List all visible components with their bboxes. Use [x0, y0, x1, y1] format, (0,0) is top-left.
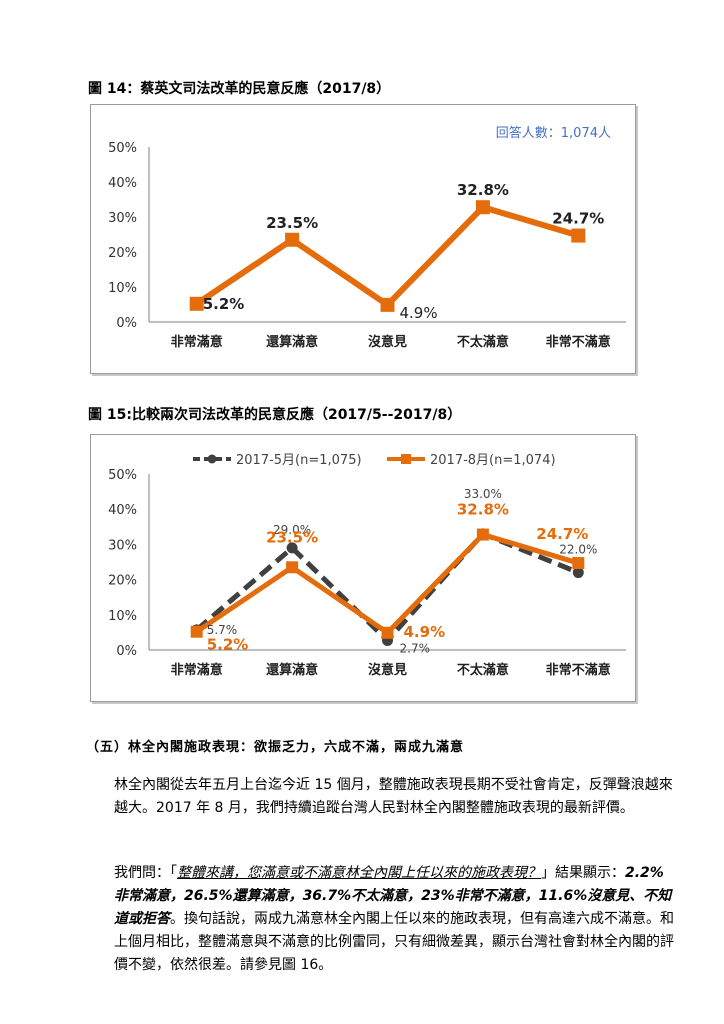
- x-tick-label: 還算滿意: [266, 334, 318, 350]
- data-point-2017-5: [286, 542, 298, 554]
- x-tick-label: 非常滿意: [171, 334, 223, 350]
- data-label-2017-8: 23.5%: [266, 528, 318, 546]
- legend-marker-2017-8: [401, 454, 411, 464]
- y-tick-label: 20%: [108, 246, 137, 261]
- data-label-2017-5: 2.7%: [400, 641, 431, 655]
- survey-results: 2.2%非常滿意，26.5%還算滿意，36.7%不太滿意，23%非常不滿意，11…: [114, 865, 672, 927]
- data-point-2017-8: [476, 528, 489, 541]
- respondent-count-note: 回答人數：1,074人: [496, 125, 611, 141]
- data-label-2017-5: 5.7%: [207, 623, 238, 637]
- paragraph-2-conclusion: 。換句話說，兩成九滿意林全內閣上任以來的施政表現，但有高達六成不滿意。和上個月相…: [114, 911, 674, 973]
- y-tick-label: 40%: [108, 503, 137, 518]
- figure-15-svg: 0% 10% 20% 30% 40% 50% 非常滿意 還算滿意 沒意見 不太滿意 非常不滿意 201…: [108, 453, 626, 678]
- x-tick-label: 非常不滿意: [546, 334, 611, 350]
- paragraph-1: 林全內閣從去年五月上台迄今近 15 個月，整體施政表現長期不受社會肯定，反彈聲浪…: [114, 777, 673, 816]
- y-tick-label: 30%: [108, 538, 137, 553]
- survey-question: 整體來講，您滿意或不滿意林全內閣上任以來的施政表現？: [177, 865, 541, 881]
- data-label-2017-8: 24.7%: [536, 525, 588, 543]
- data-label-2017-5: 33.0%: [464, 487, 502, 501]
- data-label-2017-8: 4.9%: [404, 623, 446, 641]
- figure-15-caption: 圖 15:比較兩次司法改革的民意反應（2017/5--2017/8）: [88, 407, 462, 423]
- data-point-2017-8: [286, 561, 299, 574]
- y-tick-label: 30%: [108, 211, 137, 226]
- data-point-2017-8: [190, 625, 203, 638]
- data-label-2017-8: 32.8%: [457, 501, 509, 519]
- legend-label-2017-5: 2017-5月(n=1,075): [236, 453, 362, 468]
- data-point: [571, 228, 586, 243]
- figure-14-svg: 0% 10% 20% 30% 40% 50% 非常滿意 還算滿意 沒意見 不太滿意 非常不滿意 回答人…: [108, 125, 626, 350]
- y-tick-label: 50%: [108, 468, 137, 483]
- series-line-2017-5: [195, 530, 580, 645]
- paragraph-2-lead: 我們問：「: [114, 865, 177, 881]
- x-tick-label: 不太滿意: [457, 334, 509, 350]
- data-point: [380, 297, 395, 312]
- legend-label-2017-8: 2017-8月(n=1,074): [430, 453, 556, 468]
- data-point: [285, 232, 300, 247]
- data-label: 5.2%: [203, 295, 245, 313]
- data-label-2017-5: 22.0%: [559, 543, 597, 557]
- y-tick-label: 50%: [108, 141, 137, 156]
- data-label: 4.9%: [400, 304, 438, 322]
- y-tick-label: 0%: [116, 316, 137, 331]
- x-tick-label: 非常不滿意: [546, 662, 611, 678]
- data-label-2017-5: 29.0%: [273, 523, 311, 537]
- series-line-2017-8: [195, 203, 580, 309]
- data-point: [475, 200, 490, 215]
- x-tick-label: 非常滿意: [171, 662, 223, 678]
- paragraph-2-result-lead: 」結果顯示：: [541, 865, 625, 881]
- data-point: [189, 296, 204, 311]
- section-heading: （五）林全內閣施政表現：欲振乏力，六成不滿，兩成九滿意: [86, 740, 465, 755]
- paragraph-2: 我們問：「整體來講，您滿意或不滿意林全內閣上任以來的施政表現？」結果顯示：2.2…: [86, 862, 674, 977]
- figure-14-chart: 0% 10% 20% 30% 40% 50% 非常滿意 還算滿意 沒意見 不太滿意 非常不滿意 回答人…: [90, 104, 636, 374]
- y-tick-label: 40%: [108, 176, 137, 191]
- y-tick-label: 10%: [108, 281, 137, 296]
- x-tick-label: 不太滿意: [457, 662, 509, 678]
- data-label: 32.8%: [457, 181, 509, 199]
- data-point-2017-8: [572, 557, 585, 570]
- y-tick-label: 10%: [108, 609, 137, 624]
- data-point-2017-5: [572, 567, 584, 579]
- data-label: 24.7%: [552, 210, 604, 228]
- y-tick-label: 0%: [116, 644, 137, 659]
- x-tick-label: 沒意見: [368, 334, 407, 350]
- legend-marker-2017-5: [207, 454, 217, 464]
- figure-15-chart: 0% 10% 20% 30% 40% 50% 非常滿意 還算滿意 沒意見 不太滿意 非常不滿意 201…: [90, 434, 636, 702]
- figure-14-caption: 圖 14：蔡英文司法改革的民意反應（2017/8）: [88, 81, 391, 97]
- x-tick-label: 沒意見: [368, 662, 407, 678]
- data-label-2017-8: 5.2%: [207, 636, 249, 654]
- data-point-2017-8: [381, 626, 394, 639]
- x-tick-label: 還算滿意: [266, 662, 318, 678]
- y-tick-label: 20%: [108, 574, 137, 589]
- data-label: 23.5%: [266, 214, 318, 232]
